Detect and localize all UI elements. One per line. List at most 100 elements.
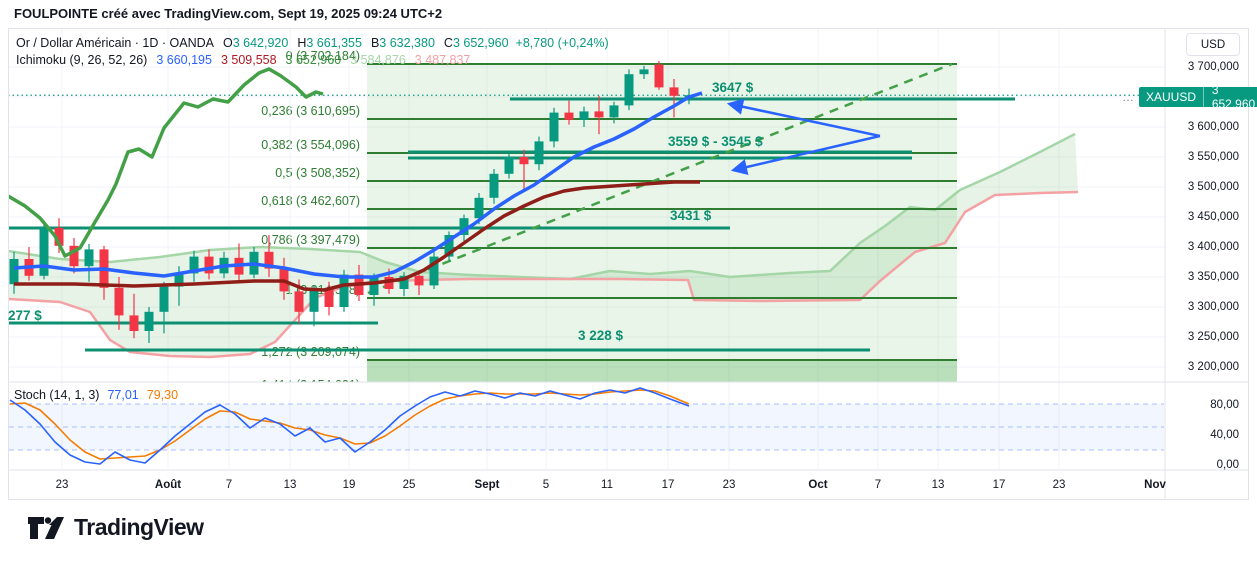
chart-canvas[interactable] bbox=[8, 28, 1249, 500]
last-price-badge-body: XAUUSD 3 652,960 bbox=[1139, 83, 1257, 111]
candle-body bbox=[69, 245, 79, 267]
stoch-pane[interactable] bbox=[9, 387, 1164, 465]
stoch-tick: 0,00 bbox=[1216, 459, 1239, 471]
candle-body bbox=[369, 277, 379, 295]
fib-zone-strip bbox=[367, 360, 957, 382]
pane-separators bbox=[9, 29, 1248, 499]
badge-divider bbox=[1203, 87, 1204, 107]
candle-body bbox=[264, 251, 274, 269]
candle-body bbox=[474, 197, 484, 219]
symbol-title[interactable]: Or / Dollar Américain · 1D · OANDA bbox=[16, 36, 214, 50]
candle-body bbox=[54, 227, 64, 246]
time-tick: 25 bbox=[402, 479, 416, 491]
candle-body bbox=[654, 64, 664, 88]
tradingview-logo-icon bbox=[28, 516, 64, 539]
candle-body bbox=[144, 311, 154, 331]
time-tick: 7 bbox=[225, 479, 233, 491]
candle-body bbox=[324, 289, 334, 307]
currency-toggle-button[interactable]: USD bbox=[1186, 33, 1240, 56]
fib-level-label: 1,414 (3 154,021) bbox=[261, 378, 360, 382]
candle-body bbox=[9, 259, 19, 285]
price-tick: 3 500,000 bbox=[1187, 181, 1239, 193]
annotation-arrow[interactable] bbox=[726, 98, 881, 138]
kijun-line bbox=[14, 180, 700, 292]
ichimoku-values: 3 660,195 3 509,558 3 652,960 3 584,876 3 48… bbox=[147, 53, 470, 67]
ichimoku-value: 3 584,876 bbox=[350, 53, 406, 67]
time-tick: 5 bbox=[542, 479, 550, 491]
candle-body bbox=[414, 275, 424, 286]
time-tick: 23 bbox=[722, 479, 736, 491]
ichimoku-value: 3 487,837 bbox=[414, 53, 471, 67]
time-tick: 13 bbox=[931, 479, 945, 491]
time-tick: 17 bbox=[992, 479, 1006, 491]
ellipsis-icon[interactable]: … bbox=[1122, 90, 1135, 104]
candle-body bbox=[294, 291, 304, 312]
candle-body bbox=[84, 249, 94, 267]
time-tick: 11 bbox=[601, 479, 613, 491]
price-change: +8,780 (+0,24%) bbox=[515, 36, 609, 50]
candle-body bbox=[504, 157, 514, 174]
fib-level-label: 0,236 (3 610,695) bbox=[261, 104, 360, 118]
ichimoku-value: 3 660,195 bbox=[156, 53, 212, 67]
time-tick: Nov bbox=[1144, 479, 1166, 491]
ichimoku-label[interactable]: Ichimoku (9, 26, 52, 26) bbox=[16, 53, 148, 67]
tradingview-logo[interactable]: TradingView bbox=[28, 514, 204, 541]
time-tick: Oct bbox=[808, 479, 828, 491]
candle-body bbox=[159, 286, 169, 312]
time-tick: 17 bbox=[661, 479, 675, 491]
time-tick: 7 bbox=[874, 479, 882, 491]
price-tick: 3 400,000 bbox=[1187, 241, 1239, 253]
badge-price: 3 652,960 bbox=[1211, 83, 1256, 111]
symbol-legend-row[interactable]: Or / Dollar Américain · 1D · OANDA O3 642… bbox=[16, 36, 609, 50]
candle-body bbox=[429, 256, 439, 286]
candle-body bbox=[669, 87, 679, 96]
last-price-badge: … XAUUSD 3 652,960 bbox=[1122, 83, 1257, 111]
candle-body bbox=[339, 274, 349, 307]
stoch-k-value: 77,01 bbox=[107, 388, 139, 402]
stoch-k-line bbox=[9, 387, 690, 465]
trendline[interactable] bbox=[367, 62, 953, 295]
candle-body bbox=[579, 111, 589, 120]
candle-body bbox=[174, 273, 184, 287]
candle-body bbox=[519, 157, 529, 165]
price-tick: 3 350,000 bbox=[1187, 271, 1239, 283]
candle-body bbox=[384, 277, 394, 289]
ichimoku-legend-row[interactable]: Ichimoku (9, 26, 52, 26) 3 660,195 3 509,5… bbox=[16, 53, 470, 67]
candle-body bbox=[129, 315, 139, 331]
chikou-line bbox=[9, 67, 324, 258]
time-tick: 23 bbox=[1052, 479, 1066, 491]
stoch-band bbox=[9, 404, 1164, 450]
fib-level-label: 0,786 (3 397,479) bbox=[261, 233, 360, 247]
candle-body bbox=[39, 227, 49, 276]
candle-body bbox=[114, 287, 124, 316]
candle-body bbox=[399, 275, 409, 289]
candle-body bbox=[204, 256, 214, 274]
fib-level-label: 0 (3 702,184) bbox=[285, 49, 360, 63]
candle-body bbox=[564, 112, 574, 120]
price-pane[interactable] bbox=[8, 61, 1160, 382]
time-tick: 19 bbox=[342, 479, 356, 491]
ohlc-o: O3 642,920 bbox=[222, 36, 289, 50]
ohlc-values: O3 642,920 H3 661,355 B3 632,380 C3 652,960 bbox=[214, 36, 509, 50]
stoch-d-line bbox=[9, 389, 690, 460]
time-tick: Août bbox=[154, 479, 182, 491]
stoch-tick: 80,00 bbox=[1210, 399, 1239, 411]
price-tick: 3 200,000 bbox=[1187, 361, 1239, 373]
price-axis[interactable]: USD … XAUUSD 3 652,960 3 700,000 3 600,00… bbox=[1122, 28, 1257, 500]
stoch-legend-row[interactable]: Stoch (14, 1, 3) 77,01 79,30 bbox=[14, 388, 178, 402]
ichimoku-value: 3 652,960 bbox=[285, 53, 342, 67]
candle-body bbox=[489, 173, 499, 198]
time-tick: Sept bbox=[474, 479, 500, 491]
time-axis[interactable]: 23 Août 7 13 19 25 Sept 5 11 17 23 Oct 7 13 17 23 Nov bbox=[8, 470, 1166, 500]
candle-body bbox=[534, 141, 544, 165]
price-tick: 3 300,000 bbox=[1187, 301, 1239, 313]
price-tick: 3 250,000 bbox=[1187, 331, 1239, 343]
price-tick: 3 700,000 bbox=[1187, 61, 1239, 73]
badge-symbol: XAUUSD bbox=[1146, 90, 1197, 104]
fib-level-label: 0,5 (3 508,352) bbox=[275, 166, 360, 180]
fib-level-label: 0,382 (3 554,096) bbox=[261, 138, 360, 152]
tradingview-logo-text: TradingView bbox=[74, 514, 204, 540]
price-tick: 3 550,000 bbox=[1187, 151, 1239, 163]
stoch-label[interactable]: Stoch (14, 1, 3) bbox=[14, 388, 100, 402]
annotation-arrow[interactable] bbox=[730, 134, 881, 175]
